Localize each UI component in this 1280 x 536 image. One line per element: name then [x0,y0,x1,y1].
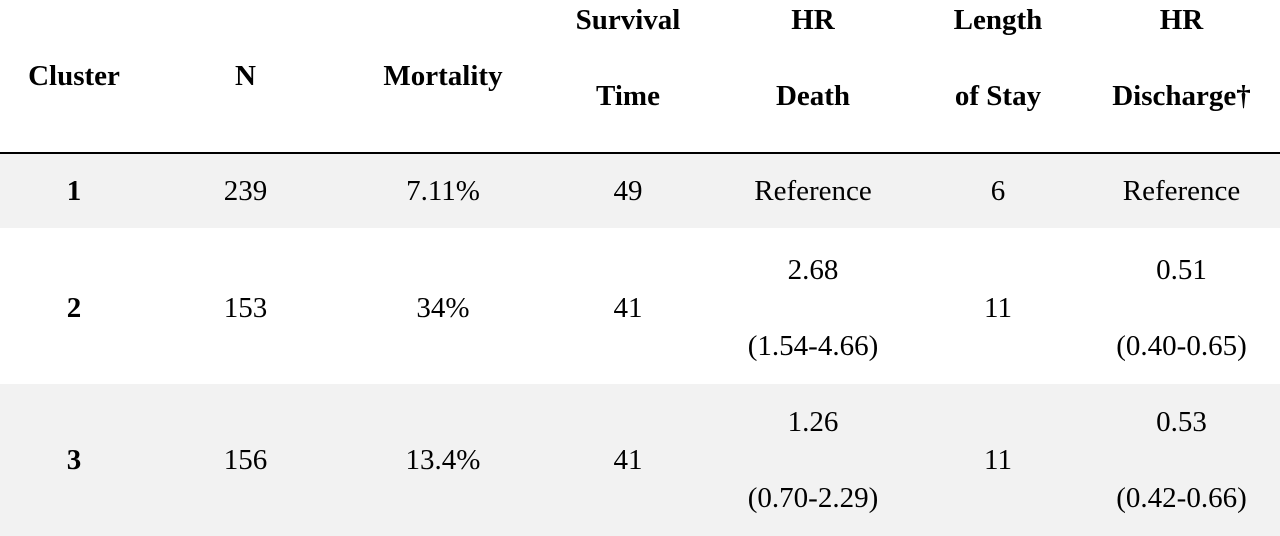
table-body: 1 239 7.11% 49 Reference 6 Reference 2 1… [0,153,1280,536]
hr-death-value: 1.26 [787,406,839,438]
cell-hr-discharge: Reference [1083,153,1280,228]
hr-discharge-value: 0.53 [1156,406,1207,438]
header-survival-time-line2: Time [596,80,660,112]
table-row: 2 153 34% 41 2.68 (1.54-4.66) 11 0.51 (0… [0,232,1280,384]
header-survival-time: Survival Time [543,0,713,154]
header-hr-discharge-line1: HR [1159,4,1204,36]
cell-hr-death: 1.26 (0.70-2.29) [713,384,913,536]
cell-survival-time: 41 [543,384,713,536]
row-spacer [0,228,1280,232]
cell-survival-time: 49 [543,153,713,228]
cell-hr-death: 2.68 (1.54-4.66) [713,232,913,384]
header-length-of-stay: Length of Stay [913,0,1083,154]
header-hr-death-line2: Death [775,80,851,112]
table-row: 3 156 13.4% 41 1.26 (0.70-2.29) 11 0.53 … [0,384,1280,536]
hr-death-ci: (0.70-2.29) [747,482,879,514]
header-hr-discharge: HR Discharge† [1083,0,1280,154]
cell-hr-discharge: 0.53 (0.42-0.66) [1083,384,1280,536]
cell-mortality: 34% [416,291,470,324]
cell-mortality: 7.11% [343,153,543,228]
cell-cluster: 2 [66,291,82,324]
table-header: Cluster N Mortality Survival Time HR Dea… [0,0,1280,154]
cell-n: 153 [223,291,268,324]
header-length-of-stay-line2: of Stay [954,80,1042,112]
header-row: Cluster N Mortality Survival Time HR Dea… [0,0,1280,154]
header-hr-death: HR Death [713,0,913,154]
cell-mortality: 13.4% [343,384,543,536]
row-spacer-cell [0,228,1280,232]
cell-hr-discharge: 0.51 (0.40-0.65) [1083,232,1280,384]
cell-length-of-stay: 11 [913,384,1083,536]
hr-death-value: 2.68 [787,254,839,286]
cell-n: 156 [148,384,343,536]
header-survival-time-line1: Survival [575,4,681,36]
header-mortality: Mortality [343,0,543,154]
cell-survival-time: 41 [613,291,643,324]
hr-death-ci: (1.54-4.66) [747,330,879,362]
header-n: N [148,0,343,154]
header-length-of-stay-line1: Length [953,4,1043,36]
cell-n: 239 [148,153,343,228]
hr-discharge-ci: (0.42-0.66) [1116,482,1247,514]
cell-length-of-stay: 6 [913,153,1083,228]
cell-hr-death: Reference [713,153,913,228]
cell-cluster: 1 [0,153,148,228]
table-row: 1 239 7.11% 49 Reference 6 Reference [0,153,1280,228]
header-hr-death-line1: HR [791,4,835,36]
cell-length-of-stay: 11 [984,291,1012,324]
header-hr-discharge-line2: Discharge† [1112,80,1251,112]
cell-cluster: 3 [0,384,148,536]
hr-discharge-ci: (0.40-0.65) [1116,330,1247,362]
header-cluster: Cluster [0,0,148,154]
hr-discharge-value: 0.51 [1156,254,1207,286]
